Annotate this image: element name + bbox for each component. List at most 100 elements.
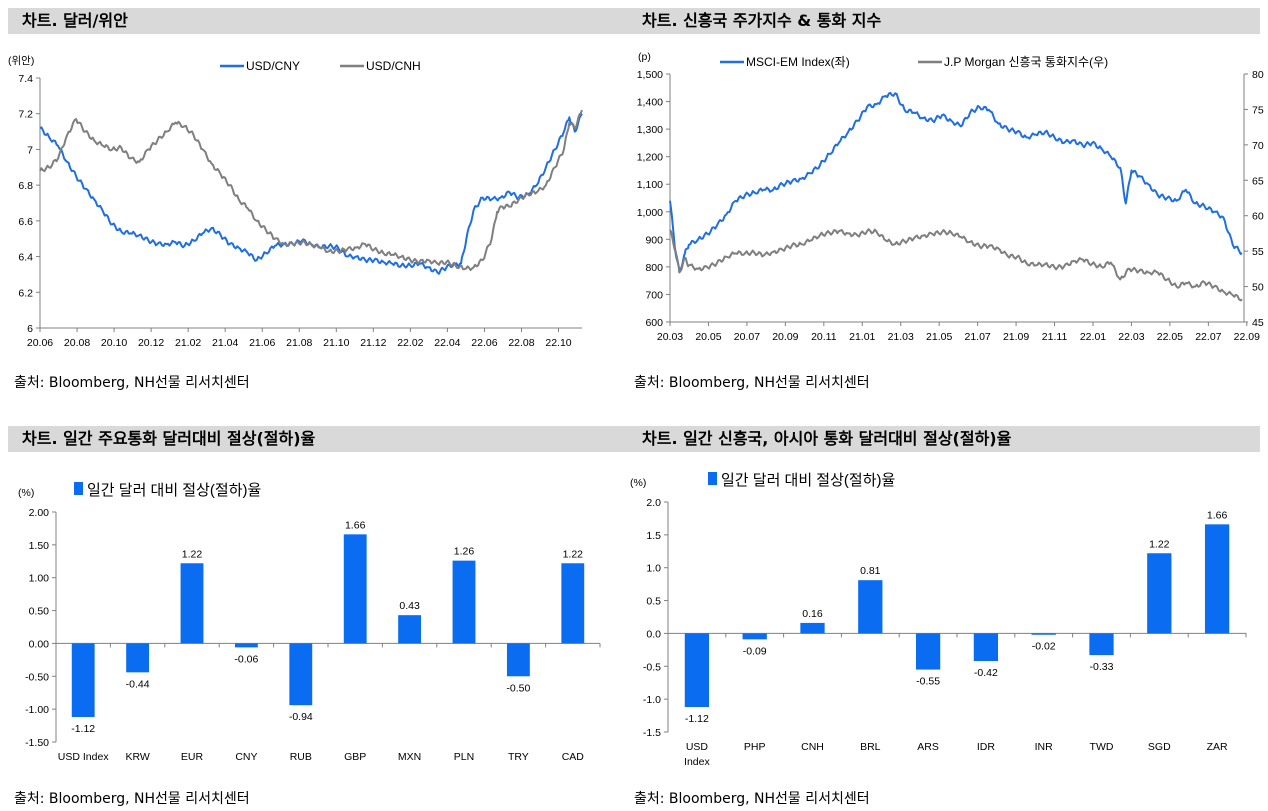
source-note: 출처: Bloomberg, NH선물 리서치센터 xyxy=(634,375,870,391)
data-label: 0.16 xyxy=(802,608,823,620)
data-label: 1.22 xyxy=(1149,538,1170,550)
legend-label: J.P Morgan 신흥국 통화지수(우) xyxy=(944,55,1108,69)
data-label: -0.44 xyxy=(126,678,150,690)
y-tick-label: 1,200 xyxy=(637,152,663,164)
x-tick-label: 21.09 xyxy=(1003,331,1029,343)
y-tick-label: -1.5 xyxy=(643,727,661,739)
y-tick-label: 1.0 xyxy=(646,563,661,575)
y-tick-label: -1.00 xyxy=(25,704,49,716)
x-tick-label: 20.09 xyxy=(772,331,798,343)
chart-title: 차트. 일간 주요통화 달러대비 절상(절하)율 xyxy=(8,426,640,452)
x-category-label: KRW xyxy=(125,751,149,763)
x-tick-label: 21.11 xyxy=(1042,331,1068,343)
bar xyxy=(561,563,585,644)
y-tick-label: 6.8 xyxy=(18,180,33,192)
y-tick-label: -1.0 xyxy=(643,694,661,706)
legend-swatch xyxy=(708,472,717,485)
y-tick-label: 7.2 xyxy=(18,109,33,121)
bar xyxy=(71,643,95,718)
usd-cny-line-chart: (위안) 6 6.2 6.4 6.6 6.8 7 7.2 7.4 20.06 20.08 20.10 2… xyxy=(8,54,583,349)
legend-label: 일간 달러 대비 절상(절하)율 xyxy=(87,482,261,499)
series-line-2 xyxy=(669,228,1243,302)
y-right-tick-label: 80 xyxy=(1252,69,1264,81)
y-tick-label: 6 xyxy=(27,323,33,335)
x-category-label: USD Index xyxy=(58,751,110,763)
y-tick-label: 1,300 xyxy=(637,124,663,136)
y-tick-label: -0.50 xyxy=(25,671,49,683)
x-category-label: CAD xyxy=(562,751,585,763)
x-tick-label: 21.05 xyxy=(926,331,952,343)
x-tick-label: 21.02 xyxy=(175,337,201,349)
x-category-label: ZAR xyxy=(1207,741,1228,753)
series-line-1 xyxy=(669,91,1243,274)
data-label: 1.26 xyxy=(454,546,475,558)
bar xyxy=(398,615,422,644)
y-tick-label: 0.50 xyxy=(29,606,50,618)
y-right-tick-label: 45 xyxy=(1252,317,1264,329)
bar xyxy=(180,563,204,644)
x-tick-label: 20.03 xyxy=(657,331,683,343)
x-category-label: GBP xyxy=(344,751,366,763)
em-index-line-chart: (p) 600 700 800 900 1,000 1,100 1,200 1,300 1,400… xyxy=(637,51,1264,343)
x-category-label: CNH xyxy=(801,741,824,753)
y-tick-label: 0.5 xyxy=(646,596,661,608)
x-tick-label: 21.01 xyxy=(849,331,875,343)
x-category-label: Index xyxy=(684,756,710,768)
x-tick-label: 21.06 xyxy=(249,337,275,349)
y-tick-label: 600 xyxy=(645,317,663,329)
x-tick-label: 21.07 xyxy=(964,331,990,343)
panel-em-asia-fx-bar: 차트. 일간 신흥국, 아시아 통화 달러대비 절상(절하)율 (%) -1.5 -… xyxy=(628,426,1260,807)
legend-swatch xyxy=(74,482,83,495)
y-tick-label: 6.6 xyxy=(18,216,33,228)
bar xyxy=(506,643,530,677)
data-label: 1.22 xyxy=(182,548,203,560)
data-label: 0.43 xyxy=(399,600,420,612)
x-tick-label: 21.12 xyxy=(360,337,386,349)
x-tick-label: 21.04 xyxy=(212,337,238,349)
data-label: -0.33 xyxy=(1090,661,1114,673)
series-line-2 xyxy=(39,109,583,271)
x-tick-label: 20.08 xyxy=(64,337,90,349)
x-category-label: TWD xyxy=(1090,741,1114,753)
x-tick-label: 22.04 xyxy=(434,337,460,349)
bar xyxy=(973,633,999,662)
data-label: -0.50 xyxy=(506,682,530,694)
bar xyxy=(915,633,941,670)
source-note: 출처: Bloomberg, NH선물 리서치센터 xyxy=(14,375,250,391)
bar xyxy=(742,633,767,640)
x-tick-label: 22.07 xyxy=(1195,331,1221,343)
source-note: 출처: Bloomberg, NH선물 리서치센터 xyxy=(634,791,870,807)
x-category-label: INR xyxy=(1035,741,1054,753)
x-tick-label: 20.06 xyxy=(27,337,53,349)
bar xyxy=(1204,524,1230,634)
em-asia-fx-bar-chart: (%) -1.5 -1.0 -0.5 0.0 0.5 1.0 1.5 2.0 -1.12 USD In… xyxy=(630,472,1247,768)
major-fx-bar-chart: (%) -1.50 -1.00 -0.50 0.00 0.50 1.00 1.50 2.00 -1… xyxy=(18,482,601,763)
bar xyxy=(684,633,710,708)
bar xyxy=(800,622,825,634)
bar xyxy=(343,534,367,644)
data-label: -0.94 xyxy=(289,711,313,723)
y-right-tick-label: 65 xyxy=(1252,175,1264,187)
y-tick-label: 1,100 xyxy=(637,179,663,191)
y-right-tick-label: 75 xyxy=(1252,104,1264,116)
y-tick-label: 1.5 xyxy=(646,530,661,542)
x-tick-label: 22.03 xyxy=(1118,331,1144,343)
y-tick-label: 2.00 xyxy=(29,507,50,519)
panel-usd-cny: 차트. 달러/위안 (위안) 6 6.2 6.4 6.6 6.8 7 7.2 7.4 20.06 2… xyxy=(8,8,640,391)
x-tick-label: 20.11 xyxy=(811,331,837,343)
y-tick-label: -1.50 xyxy=(25,737,49,749)
y-axis-label: (위안) xyxy=(8,54,34,67)
bar xyxy=(234,643,258,648)
data-label: -0.06 xyxy=(234,653,258,665)
x-category-label: PLN xyxy=(454,751,474,763)
series-line-1 xyxy=(39,113,583,275)
y-axis-label: (%) xyxy=(630,477,646,489)
x-category-label: USD xyxy=(686,741,709,753)
y-right-tick-label: 60 xyxy=(1252,211,1264,223)
y-tick-label: 1,500 xyxy=(637,69,663,81)
x-tick-label: 21.03 xyxy=(888,331,914,343)
y-tick-label: -0.5 xyxy=(643,661,661,673)
x-tick-label: 22.05 xyxy=(1157,331,1183,343)
data-label: 1.66 xyxy=(1207,509,1228,521)
data-label: -0.09 xyxy=(743,645,767,657)
